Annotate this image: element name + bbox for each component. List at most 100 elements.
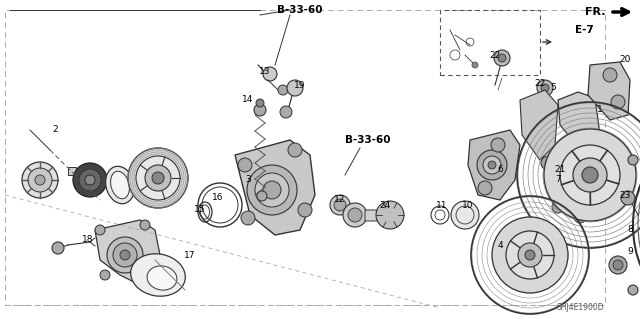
Text: 23: 23 xyxy=(620,190,630,199)
Ellipse shape xyxy=(106,166,134,204)
Text: 21: 21 xyxy=(554,166,566,174)
Text: FR.: FR. xyxy=(584,7,605,17)
Circle shape xyxy=(541,84,549,92)
Circle shape xyxy=(136,156,180,200)
Polygon shape xyxy=(558,92,600,155)
Text: 24: 24 xyxy=(380,201,390,210)
Circle shape xyxy=(238,158,252,172)
Circle shape xyxy=(52,242,64,254)
Circle shape xyxy=(288,143,302,157)
Circle shape xyxy=(330,195,350,215)
Circle shape xyxy=(492,217,568,293)
Circle shape xyxy=(478,181,492,195)
Text: SHJ4E1900D: SHJ4E1900D xyxy=(556,303,604,313)
Polygon shape xyxy=(520,90,558,160)
Circle shape xyxy=(541,156,555,170)
Text: 6: 6 xyxy=(497,166,503,174)
Circle shape xyxy=(152,172,164,184)
Circle shape xyxy=(255,173,289,207)
Circle shape xyxy=(477,150,507,180)
Circle shape xyxy=(79,169,101,191)
Circle shape xyxy=(334,199,346,211)
Ellipse shape xyxy=(200,205,209,219)
Circle shape xyxy=(582,167,598,183)
Circle shape xyxy=(560,145,620,205)
Circle shape xyxy=(348,208,362,222)
Text: 13: 13 xyxy=(259,68,271,77)
Circle shape xyxy=(537,80,553,96)
Ellipse shape xyxy=(147,266,177,290)
Ellipse shape xyxy=(198,202,212,222)
Circle shape xyxy=(140,220,150,230)
Text: 17: 17 xyxy=(184,250,196,259)
Polygon shape xyxy=(95,220,160,285)
Polygon shape xyxy=(365,210,398,221)
Circle shape xyxy=(343,203,367,227)
Text: 12: 12 xyxy=(334,196,346,204)
Circle shape xyxy=(488,161,496,169)
Circle shape xyxy=(472,62,478,68)
Ellipse shape xyxy=(131,254,186,296)
Circle shape xyxy=(611,95,625,109)
Circle shape xyxy=(113,243,137,267)
Circle shape xyxy=(150,263,160,273)
Circle shape xyxy=(254,104,266,116)
Circle shape xyxy=(609,256,627,274)
Circle shape xyxy=(628,285,638,295)
Text: 22: 22 xyxy=(534,79,546,88)
Circle shape xyxy=(451,201,479,229)
Circle shape xyxy=(263,67,277,81)
Ellipse shape xyxy=(111,171,129,199)
Circle shape xyxy=(120,250,130,260)
Circle shape xyxy=(560,166,574,180)
Text: 3: 3 xyxy=(245,175,251,184)
Text: 1: 1 xyxy=(597,106,603,115)
Text: 5: 5 xyxy=(550,84,556,93)
Circle shape xyxy=(298,203,312,217)
Polygon shape xyxy=(468,130,520,200)
Circle shape xyxy=(28,168,52,192)
Circle shape xyxy=(494,50,510,66)
Text: 9: 9 xyxy=(627,248,633,256)
Circle shape xyxy=(287,80,303,96)
Circle shape xyxy=(145,165,171,191)
Text: 19: 19 xyxy=(294,80,306,90)
Text: B-33-60: B-33-60 xyxy=(277,5,323,15)
Text: 10: 10 xyxy=(462,201,474,210)
Circle shape xyxy=(552,201,564,213)
Circle shape xyxy=(247,165,297,215)
Circle shape xyxy=(603,68,617,82)
Circle shape xyxy=(73,163,107,197)
Polygon shape xyxy=(68,167,76,175)
Circle shape xyxy=(573,158,607,192)
Circle shape xyxy=(128,148,188,208)
Text: 15: 15 xyxy=(195,205,205,214)
Circle shape xyxy=(525,250,535,260)
Circle shape xyxy=(241,211,255,225)
Circle shape xyxy=(491,138,505,152)
Circle shape xyxy=(628,155,638,165)
Polygon shape xyxy=(235,140,315,235)
Circle shape xyxy=(95,225,105,235)
Circle shape xyxy=(256,99,264,107)
Circle shape xyxy=(498,54,506,62)
Text: E-7: E-7 xyxy=(575,25,594,35)
Text: 14: 14 xyxy=(243,95,253,105)
Circle shape xyxy=(85,175,95,185)
Circle shape xyxy=(278,85,288,95)
Circle shape xyxy=(506,231,554,279)
Text: 22: 22 xyxy=(490,50,500,60)
Text: 4: 4 xyxy=(497,241,503,249)
Circle shape xyxy=(574,211,586,223)
Polygon shape xyxy=(588,62,630,120)
Text: 11: 11 xyxy=(436,201,448,210)
Circle shape xyxy=(107,237,143,273)
Text: 2: 2 xyxy=(52,125,58,135)
Circle shape xyxy=(621,191,635,205)
Circle shape xyxy=(544,129,636,221)
Text: B-33-60: B-33-60 xyxy=(345,135,391,145)
Text: 20: 20 xyxy=(620,56,630,64)
Circle shape xyxy=(518,243,542,267)
Circle shape xyxy=(22,162,58,198)
Circle shape xyxy=(376,201,404,229)
